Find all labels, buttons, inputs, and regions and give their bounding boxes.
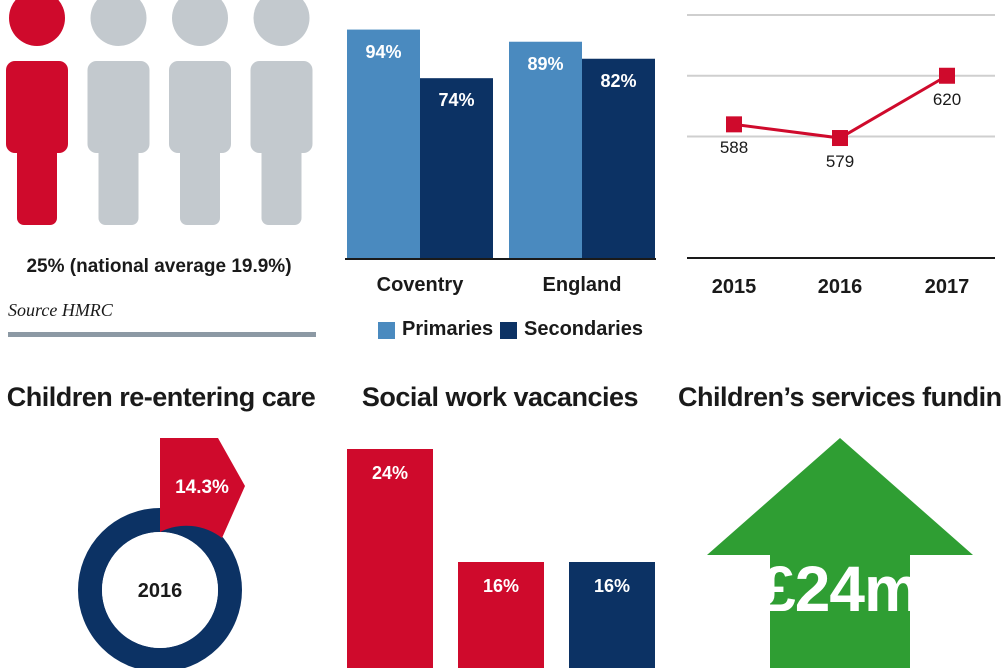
vacancy-bar	[347, 449, 433, 668]
donut-center-label: 2016	[137, 580, 183, 602]
bar-value-label: 89%	[527, 53, 564, 74]
bar-value-label: 24%	[371, 463, 409, 483]
donut-hole	[102, 532, 218, 648]
bar-value-label: 16%	[482, 576, 520, 596]
person-icon	[169, 0, 231, 225]
data-point-label: 588	[719, 138, 749, 158]
data-point-marker	[832, 130, 848, 147]
bar-primaries-england	[509, 41, 582, 259]
bar-value-label: 82%	[600, 70, 637, 91]
data-point-label: 620	[932, 89, 962, 109]
person-icon	[6, 0, 68, 225]
source-rule	[8, 332, 316, 337]
person-icon	[250, 0, 313, 225]
bar-secondaries-england	[582, 58, 655, 258]
bar-value-label: 94%	[365, 41, 402, 62]
data-point-marker	[726, 116, 742, 133]
vacancies-title: Social work vacancies	[361, 382, 639, 412]
poverty-source: Source HMRC	[8, 300, 113, 320]
person-icon	[87, 0, 150, 225]
bar-value-label: 74%	[438, 90, 475, 111]
bar-primaries-coventry	[347, 29, 420, 258]
funding-title: Children’s services funding	[678, 382, 1002, 412]
x-tick-label: England	[542, 274, 622, 296]
data-point-marker	[939, 67, 955, 84]
x-tick-label: 2016	[817, 276, 863, 298]
data-point-label: 579	[825, 152, 855, 172]
x-tick-label: 2015	[711, 276, 757, 298]
legend-swatch-secondaries	[500, 322, 517, 339]
donut-slice-highlight	[160, 438, 245, 538]
legend-label-primaries: Primaries	[402, 318, 494, 340]
donut-slice-label: 14.3%	[175, 477, 229, 498]
poverty-caption: 25% (national average 19.9%)	[26, 256, 292, 277]
bar-value-label: 16%	[593, 576, 631, 596]
legend-swatch-primaries	[378, 322, 395, 339]
x-tick-label: 2017	[924, 276, 970, 298]
re-entering-care-title: Children re-entering care	[6, 382, 316, 412]
x-tick-label: Coventry	[376, 274, 464, 296]
legend-label-secondaries: Secondaries	[524, 318, 643, 340]
vacancy-bar	[569, 562, 655, 668]
funding-amount: £24m	[760, 553, 921, 625]
vacancy-bar	[458, 562, 544, 668]
bar-secondaries-coventry	[420, 78, 493, 259]
